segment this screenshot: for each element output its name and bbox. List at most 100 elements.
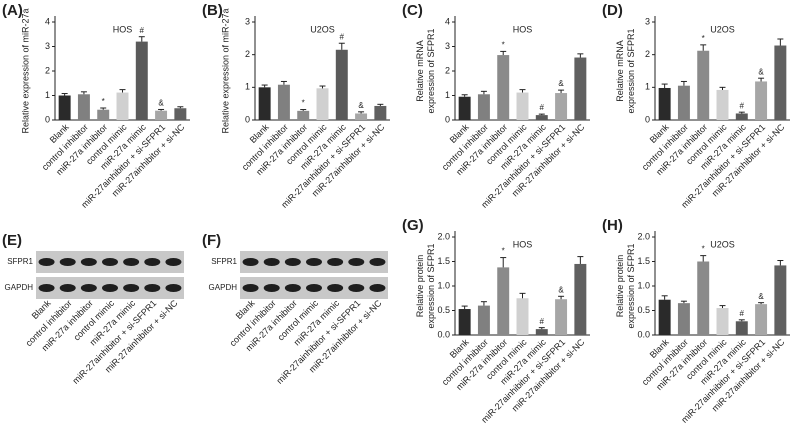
y-axis-label: expression of SFPR1 <box>426 243 436 328</box>
blot-band <box>306 284 322 292</box>
y-tick-label: 0.0 <box>437 329 450 339</box>
significance-marker: * <box>502 247 505 256</box>
chart-title: HOS <box>513 239 533 249</box>
blot-band <box>242 284 259 292</box>
chart-title: U2OS <box>310 24 335 34</box>
y-axis-label: Relative mRNA <box>415 40 425 102</box>
blot-band <box>59 258 76 266</box>
bar <box>697 50 710 120</box>
chart-title: U2OS <box>710 24 735 34</box>
bar <box>374 105 387 120</box>
bar <box>297 110 310 120</box>
bar <box>258 87 271 120</box>
chart-title: HOS <box>113 24 133 34</box>
y-tick-label: 1 <box>45 90 50 100</box>
bar <box>516 92 529 120</box>
bar <box>335 49 348 121</box>
significance-marker: * <box>702 34 705 43</box>
y-tick-label: 2 <box>245 49 250 59</box>
blot-band <box>165 258 182 266</box>
y-axis-label: expression of SFPR1 <box>626 28 636 113</box>
panel-letter: (G) <box>402 217 424 234</box>
y-tick-label: 1.5 <box>437 256 450 266</box>
bar <box>535 329 548 335</box>
significance-marker: & <box>358 101 364 110</box>
bar <box>735 113 748 120</box>
y-axis-label: Relative expression of miR-27a <box>220 8 230 133</box>
significance-marker: # <box>540 103 545 112</box>
y-tick-label: 1 <box>645 82 650 92</box>
blot-band <box>369 258 386 266</box>
blot-band <box>263 258 280 266</box>
y-tick-label: 2 <box>645 49 650 59</box>
blot-band <box>144 284 161 292</box>
y-axis-label: Relative expression of miR-27a <box>20 8 30 133</box>
blot-band <box>327 258 344 266</box>
bar <box>716 308 729 335</box>
y-tick-label: 2.0 <box>437 231 450 241</box>
panel-letter: (B) <box>202 2 223 19</box>
significance-marker: # <box>340 32 345 41</box>
y-axis-label: expression of SFPR1 <box>426 28 436 113</box>
significance-marker: * <box>502 41 505 50</box>
significance-marker: * <box>702 245 705 254</box>
y-tick-label: 2 <box>45 65 50 75</box>
bar <box>555 93 568 120</box>
bar <box>735 321 748 335</box>
y-tick-label: 2.0 <box>637 231 650 241</box>
bar <box>97 109 110 120</box>
significance-marker: # <box>140 26 145 35</box>
y-tick-label: 1.0 <box>437 280 450 290</box>
bar <box>77 94 90 120</box>
significance-marker: * <box>302 99 305 108</box>
bar <box>697 261 710 335</box>
blot-row-label: GAPDH <box>5 283 34 292</box>
blot-band <box>38 258 55 266</box>
bar <box>58 95 71 120</box>
blot-band <box>38 284 55 292</box>
y-tick-label: 0 <box>645 114 650 124</box>
y-tick-label: 3 <box>445 41 450 51</box>
blot-band <box>284 284 301 292</box>
bar <box>135 41 148 120</box>
bar <box>355 113 368 120</box>
blot-band <box>102 258 118 266</box>
y-tick-label: 1 <box>245 82 250 92</box>
bar <box>116 92 129 120</box>
significance-marker: # <box>740 101 745 110</box>
y-tick-label: 3 <box>245 16 250 26</box>
bar <box>277 84 290 120</box>
blot-band <box>242 258 259 266</box>
y-tick-label: 2 <box>445 65 450 75</box>
blot-band <box>306 258 322 266</box>
chart-title: U2OS <box>710 239 735 249</box>
blot-band <box>80 284 97 292</box>
significance-marker: & <box>558 285 564 294</box>
significance-marker: * <box>102 97 105 106</box>
y-tick-label: 0.5 <box>437 305 450 315</box>
bar <box>755 81 768 120</box>
significance-marker: & <box>758 67 764 76</box>
blot-row-label: SFPR1 <box>211 257 237 266</box>
bar <box>574 57 587 120</box>
bar <box>677 85 690 120</box>
bar <box>658 299 671 335</box>
blot-band <box>348 284 365 292</box>
blot-band <box>123 284 140 292</box>
significance-marker: & <box>558 79 564 88</box>
y-tick-label: 1.5 <box>637 256 650 266</box>
blot-band <box>327 284 344 292</box>
blot-band <box>59 284 76 292</box>
panel-letter: (F) <box>202 232 221 249</box>
panel-letter: (A) <box>2 2 23 19</box>
y-tick-label: 0.0 <box>637 329 650 339</box>
y-tick-label: 3 <box>45 41 50 51</box>
y-tick-label: 4 <box>45 16 50 26</box>
y-tick-label: 1.0 <box>637 280 650 290</box>
y-tick-label: 0 <box>445 114 450 124</box>
bar <box>155 110 168 120</box>
bar <box>755 304 768 335</box>
blot-band <box>80 258 97 266</box>
bar <box>774 45 787 120</box>
